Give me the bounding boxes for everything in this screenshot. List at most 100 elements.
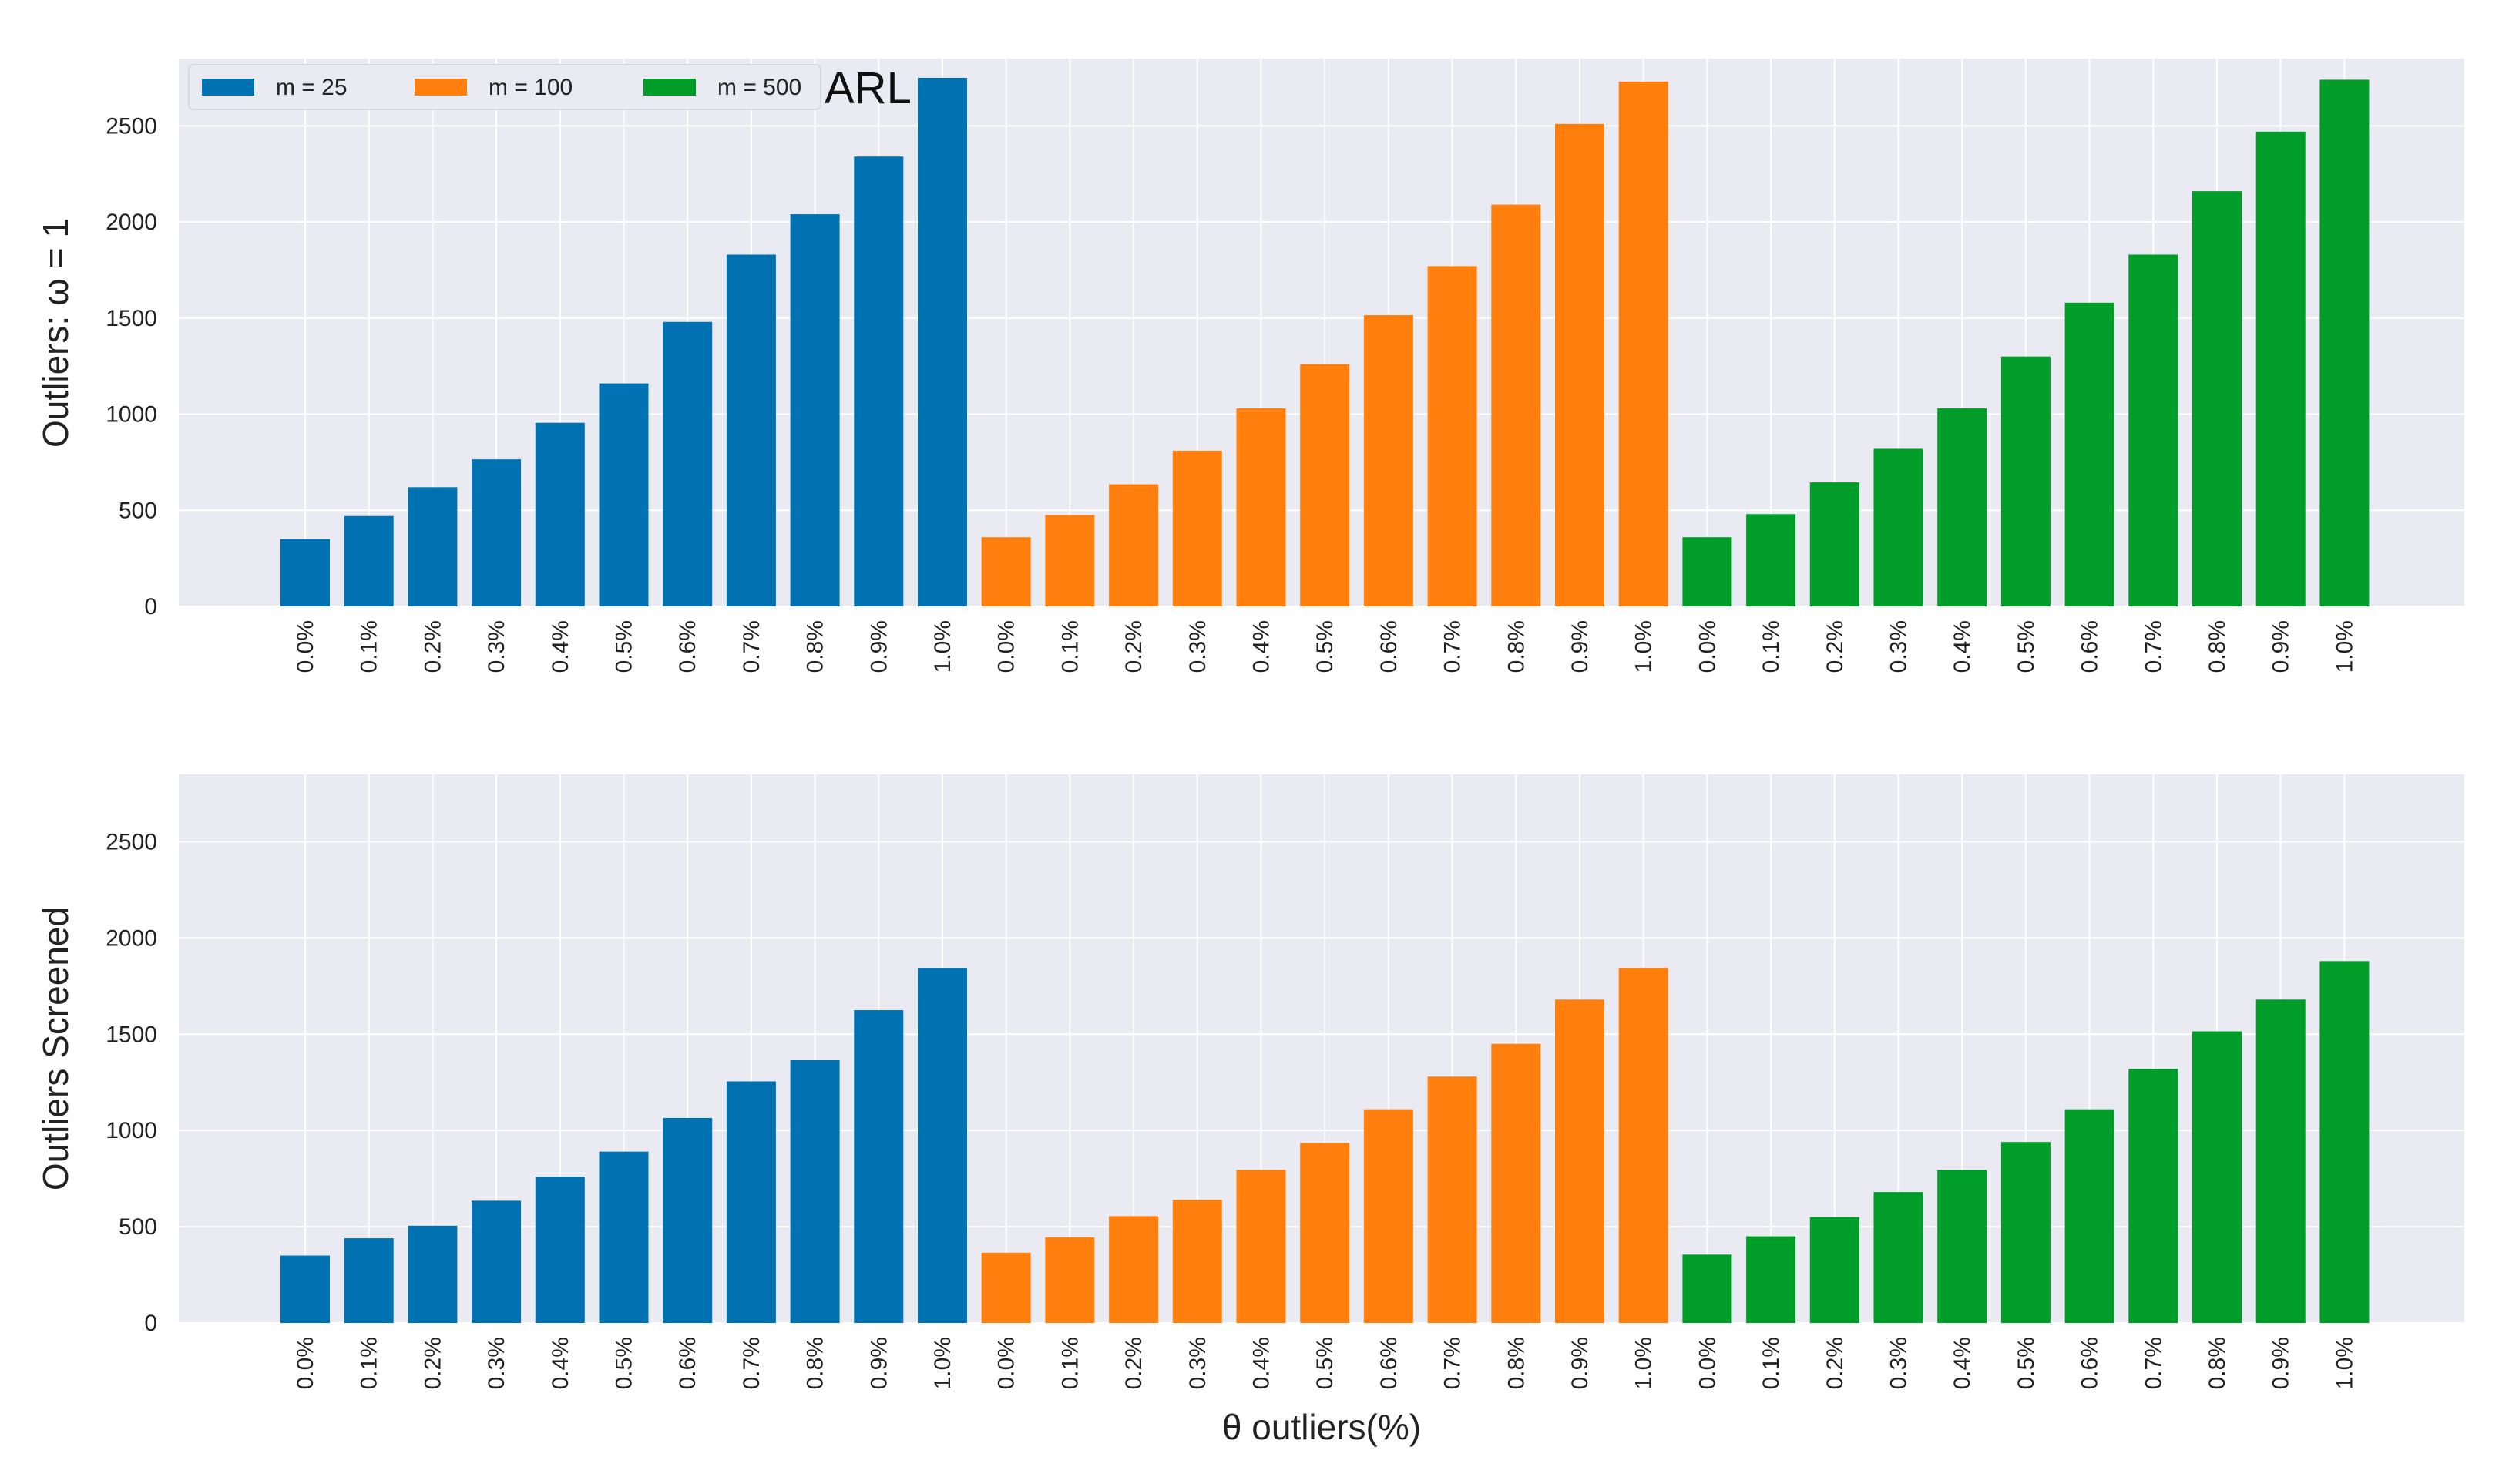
bar-m500-3	[1873, 448, 1923, 606]
bar-m100-8	[1491, 1043, 1541, 1323]
bar-m25-2	[408, 1225, 458, 1323]
chart-title: ARL	[825, 63, 912, 113]
bar-m500-2	[1809, 1217, 1859, 1323]
bottom-panel: 0 500 1000 1500 2000 2500 0.0% 0.1% 0.2% 0.3% 0.4%…	[35, 774, 2464, 1447]
bar-m25-10	[918, 77, 967, 606]
x-tick-label: 0.5%	[2014, 620, 2039, 673]
x-tick-label: 0.8%	[1503, 1337, 1529, 1389]
bar-m100-3	[1172, 1200, 1222, 1323]
x-tick-label: 0.9%	[2269, 1337, 2294, 1389]
bar-m500-4	[1937, 408, 1987, 606]
x-tick-label: 0.3%	[1886, 1337, 1912, 1389]
x-tick-label: 0.6%	[2077, 1337, 2103, 1389]
bar-m100-9	[1555, 999, 1604, 1323]
x-tick-label: 0.6%	[1376, 620, 1402, 673]
x-tick-label: 0.4%	[1950, 1337, 1975, 1389]
bar-m25-7	[726, 254, 776, 606]
bar-m25-8	[790, 214, 840, 606]
bar-m100-9	[1555, 123, 1604, 607]
bar-m25-2	[408, 487, 458, 606]
x-tick-label: 1.0%	[930, 620, 956, 673]
bar-m500-3	[1873, 1192, 1923, 1323]
bar-m25-7	[726, 1081, 776, 1323]
x-tick-label: 0.0%	[293, 1337, 318, 1389]
y-tick-label: 2500	[106, 829, 157, 854]
bar-m100-8	[1491, 204, 1541, 607]
bar-m100-1	[1045, 515, 1095, 606]
x-tick-label: 0.7%	[1440, 620, 1466, 673]
bar-m500-5	[2000, 356, 2051, 606]
x-tick-label: 0.8%	[1503, 620, 1529, 673]
bar-m25-3	[472, 459, 522, 606]
x-tick-label: 1.0%	[930, 1337, 956, 1389]
legend-swatch	[202, 79, 254, 96]
x-tick-label: 0.3%	[1185, 620, 1211, 673]
x-tick-label: 0.5%	[1312, 620, 1338, 673]
x-tick-label: 0.8%	[803, 1337, 828, 1389]
bar-m25-9	[854, 1010, 904, 1323]
bar-m100-2	[1109, 1216, 1159, 1323]
bar-m500-7	[2128, 1069, 2178, 1323]
x-tick-label: 0.8%	[2205, 1337, 2230, 1389]
x-tick-label: 0.0%	[1695, 620, 1720, 673]
y-tick-label: 1500	[106, 1022, 157, 1047]
x-tick-label: 0.1%	[1057, 1337, 1083, 1389]
bar-m500-8	[2192, 1031, 2242, 1323]
y-tick-label: 1500	[106, 306, 157, 331]
bar-m25-1	[344, 515, 394, 606]
bar-m500-6	[2064, 1109, 2114, 1323]
bar-m25-4	[535, 422, 585, 606]
bar-m500-5	[2000, 1142, 2051, 1323]
x-tick-label: 0.8%	[803, 620, 828, 673]
x-tick-label: 0.6%	[2077, 620, 2103, 673]
x-tick-label: 1.0%	[2332, 1337, 2357, 1389]
bar-m100-2	[1109, 484, 1159, 606]
bar-m100-5	[1300, 364, 1350, 606]
bar-m25-1	[344, 1238, 394, 1323]
legend: m = 25 m = 100 m = 500	[188, 64, 821, 110]
x-tick-label: 0.1%	[1758, 1337, 1784, 1389]
bar-m25-8	[790, 1059, 840, 1323]
legend-label: m = 100	[489, 75, 573, 100]
x-tick-label: 0.7%	[1440, 1337, 1466, 1389]
x-tick-label: 0.2%	[420, 1337, 445, 1389]
bar-m25-4	[535, 1177, 585, 1323]
x-tick-label: 0.2%	[1822, 620, 1848, 673]
bar-m25-10	[918, 968, 967, 1323]
bar-m25-9	[854, 156, 904, 607]
y-axis-label: Outliers Screened	[35, 907, 76, 1190]
x-tick-label: 0.2%	[1121, 620, 1147, 673]
y-tick-label: 1000	[106, 1118, 157, 1143]
bar-m100-5	[1300, 1143, 1350, 1323]
y-tick-label: 1000	[106, 402, 157, 428]
top-panel: 0 500 1000 1500 2000 2500 0.0% 0.1% 0.2% 0.3% 0.4%…	[35, 59, 2464, 673]
x-tick-label: 0.3%	[1185, 1337, 1211, 1389]
x-tick-label: 0.0%	[994, 1337, 1019, 1389]
x-tick-label: 0.7%	[2141, 1337, 2166, 1389]
bar-m500-1	[1746, 1236, 1796, 1323]
x-tick-label: 1.0%	[2332, 620, 2357, 673]
bar-m500-9	[2255, 131, 2306, 607]
bar-m500-0	[1682, 1254, 1732, 1323]
x-tick-label: 1.0%	[1631, 620, 1657, 673]
x-tick-label: 0.7%	[739, 1337, 764, 1389]
bar-m100-0	[981, 537, 1031, 606]
y-tick-label: 2000	[106, 210, 157, 235]
bar-m500-6	[2064, 302, 2114, 606]
bar-m500-1	[1746, 514, 1796, 606]
bar-m500-4	[1937, 1170, 1987, 1323]
x-tick-label: 0.9%	[1567, 1337, 1593, 1389]
x-tick-label: 0.3%	[484, 620, 509, 673]
x-tick-label: 0.9%	[1567, 620, 1593, 673]
y-tick-label: 2500	[106, 113, 157, 139]
y-tick-label: 0	[144, 594, 157, 619]
bar-m100-10	[1618, 968, 1668, 1323]
y-axis-label: Outliers: ω = 1	[35, 218, 76, 448]
legend-label: m = 25	[276, 75, 348, 100]
x-tick-label: 0.6%	[675, 1337, 700, 1389]
bar-m25-5	[599, 383, 649, 606]
x-tick-label: 0.9%	[866, 1337, 892, 1389]
bar-m25-6	[663, 321, 713, 606]
legend-box	[188, 64, 821, 110]
bar-m100-7	[1427, 266, 1477, 606]
